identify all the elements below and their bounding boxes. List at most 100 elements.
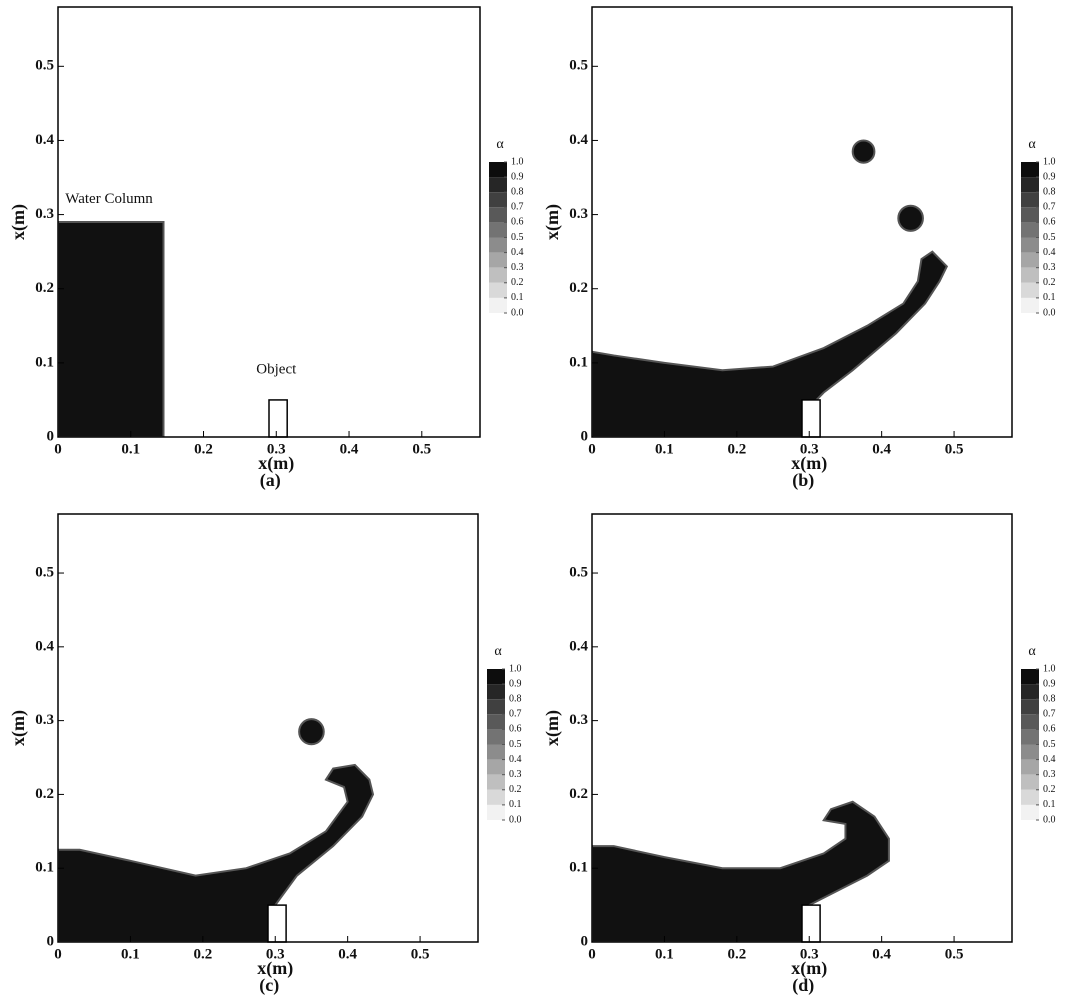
colorbar-step xyxy=(1021,177,1039,193)
panel-label: (b) xyxy=(792,470,814,491)
colorbar-step xyxy=(489,222,507,238)
colorbar-tick-label: 0.7 xyxy=(1043,202,1056,213)
x-axis-label: x(m) xyxy=(791,453,827,474)
y-tick-label: 0.1 xyxy=(35,860,54,876)
colorbar-tick-label: 0.1 xyxy=(509,799,522,810)
colorbar-step xyxy=(489,297,507,313)
colorbar-step xyxy=(487,789,505,805)
plot-area xyxy=(58,221,165,437)
colorbar-tick-label: 1.0 xyxy=(1043,156,1056,167)
colorbar-step xyxy=(1021,237,1039,253)
object xyxy=(267,904,287,943)
object xyxy=(801,904,821,943)
x-axis-label: x(m) xyxy=(791,958,827,979)
colorbar-title: α xyxy=(1028,644,1036,659)
y-axis-label: x(m) xyxy=(8,204,29,240)
x-tick-label: 0 xyxy=(54,946,62,962)
y-tick-label: 0 xyxy=(581,428,589,444)
colorbar-tick-label: 0.9 xyxy=(509,678,522,689)
colorbar-tick-label: 0.5 xyxy=(1043,232,1056,243)
colorbar-tick-label: 0.0 xyxy=(509,814,522,825)
colorbar-tick-label: 0.8 xyxy=(509,693,522,704)
colorbar-step xyxy=(1021,699,1039,715)
colorbar-step xyxy=(487,714,505,730)
x-tick-label: 0.4 xyxy=(338,946,357,962)
colorbar-tick-label: 0.6 xyxy=(511,217,524,228)
colorbar-tick-label: 0.9 xyxy=(511,171,524,182)
colorbar-step xyxy=(487,804,505,820)
colorbar-step xyxy=(1021,714,1039,730)
y-tick-label: 0.1 xyxy=(569,354,588,370)
colorbar-tick-label: 0.6 xyxy=(509,724,522,735)
colorbar-step xyxy=(1021,267,1039,283)
colorbar-step xyxy=(487,699,505,715)
annotation: Object xyxy=(256,362,297,378)
colorbar-step xyxy=(487,669,505,685)
y-tick-label: 0.3 xyxy=(35,712,54,728)
colorbar-step xyxy=(489,237,507,253)
colorbar-step xyxy=(1021,804,1039,820)
y-tick-label: 0.3 xyxy=(569,206,588,222)
panel-label: (a) xyxy=(260,470,281,491)
water-region xyxy=(592,250,949,437)
colorbar-tick-label: 0.5 xyxy=(511,232,524,243)
y-tick-label: 0.2 xyxy=(569,786,588,802)
x-tick-label: 0.4 xyxy=(340,441,359,457)
colorbar-step xyxy=(489,177,507,193)
colorbar-title: α xyxy=(494,644,502,659)
x-tick-label: 0.2 xyxy=(727,946,746,962)
x-tick-label: 0.1 xyxy=(121,946,140,962)
colorbar-tick-label: 0.0 xyxy=(511,307,524,318)
plot-frame xyxy=(591,6,1013,438)
colorbar-tick-label: 0.4 xyxy=(511,247,524,258)
x-tick-label: 0.5 xyxy=(945,946,964,962)
panel-label: (d) xyxy=(792,975,814,996)
colorbar-step xyxy=(1021,759,1039,775)
y-tick-label: 0.3 xyxy=(569,712,588,728)
colorbar-tick-label: 0.2 xyxy=(1043,784,1056,795)
plot-area xyxy=(592,139,949,437)
colorbar-step xyxy=(487,729,505,745)
x-axis-label: x(m) xyxy=(258,453,294,474)
colorbar-step xyxy=(1021,669,1039,685)
colorbar-tick-label: 0.8 xyxy=(1043,693,1056,704)
x-tick-label: 0.5 xyxy=(945,441,964,457)
plot-area xyxy=(58,718,375,942)
y-tick-label: 0.5 xyxy=(35,564,54,580)
annotation: Water Column xyxy=(65,191,153,207)
x-tick-label: 0.2 xyxy=(193,946,212,962)
colorbar-step xyxy=(489,192,507,208)
colorbar-tick-label: 0.9 xyxy=(1043,678,1056,689)
water-region xyxy=(592,800,890,942)
y-axis-label: x(m) xyxy=(542,710,563,746)
x-axis-label: x(m) xyxy=(257,958,293,979)
colorbar-tick-label: 0.2 xyxy=(511,277,524,288)
colorbar-step xyxy=(1021,744,1039,760)
y-tick-label: 0.1 xyxy=(569,860,588,876)
y-tick-label: 0.2 xyxy=(35,280,54,296)
x-tick-label: 0.5 xyxy=(412,441,431,457)
colorbar-tick-label: 0.2 xyxy=(1043,277,1056,288)
y-tick-label: 0.4 xyxy=(569,132,588,148)
x-tick-label: 0.1 xyxy=(655,946,674,962)
x-tick-label: 0.5 xyxy=(411,946,430,962)
x-tick-label: 0 xyxy=(588,946,596,962)
colorbar-tick-label: 0.3 xyxy=(1043,262,1056,273)
y-tick-label: 0.1 xyxy=(35,354,54,370)
x-tick-label: 0.1 xyxy=(121,441,140,457)
y-tick-label: 0.4 xyxy=(35,638,54,654)
plot-frame xyxy=(591,513,1013,943)
y-tick-label: 0.5 xyxy=(35,58,54,74)
y-tick-label: 0.2 xyxy=(569,280,588,296)
x-tick-label: 0.1 xyxy=(655,441,674,457)
colorbar-title: α xyxy=(496,137,504,152)
colorbar-step xyxy=(489,162,507,178)
colorbar-tick-label: 0.1 xyxy=(1043,292,1056,303)
y-tick-label: 0.5 xyxy=(569,58,588,74)
object xyxy=(801,399,821,438)
x-tick-label: 0 xyxy=(54,441,62,457)
colorbar-step xyxy=(487,759,505,775)
y-tick-label: 0.3 xyxy=(35,206,54,222)
y-tick-label: 0 xyxy=(47,933,55,949)
colorbar-tick-label: 0.7 xyxy=(1043,709,1056,720)
